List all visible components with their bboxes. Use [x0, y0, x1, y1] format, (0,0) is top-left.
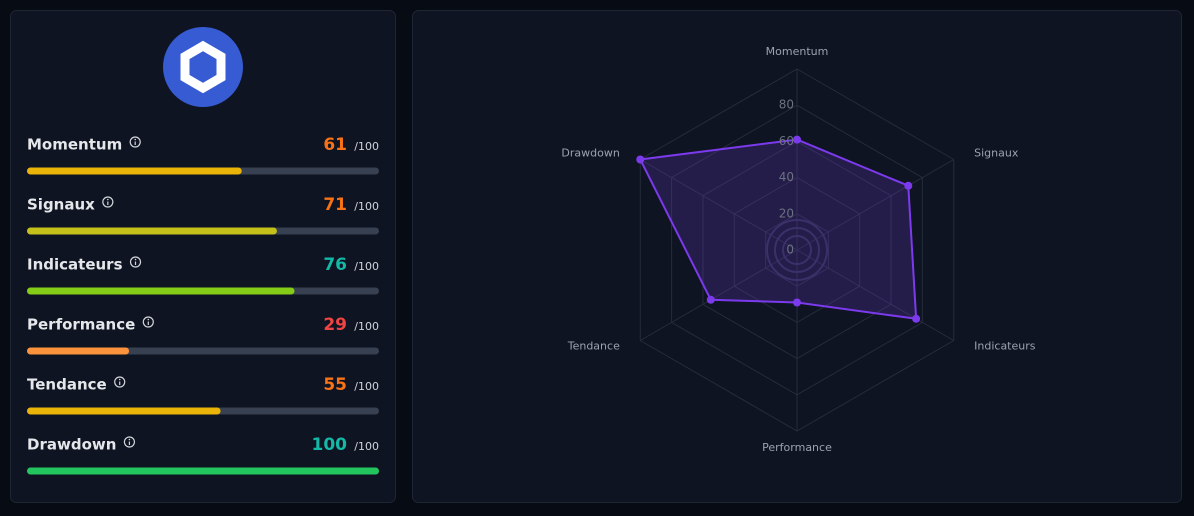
info-circle — [102, 196, 114, 208]
score-max: /100 — [354, 380, 379, 393]
info-icon[interactable] — [129, 256, 142, 268]
watermark — [766, 219, 828, 281]
r-tick-label: 0 — [786, 243, 794, 257]
score-max: /100 — [354, 140, 379, 153]
score-value: 76 — [323, 255, 347, 275]
info-circle — [142, 316, 154, 328]
info-dot — [107, 198, 109, 201]
radar-point — [793, 298, 801, 307]
axis-label: Signaux — [974, 147, 1019, 160]
info-dot — [147, 318, 150, 321]
score-bar — [27, 407, 221, 415]
score-bar — [27, 227, 277, 235]
axis-label: Performance — [762, 441, 832, 454]
logo — [163, 27, 243, 107]
score-label: Signaux — [27, 196, 95, 214]
score-bar — [27, 287, 295, 295]
score-value: 29 — [323, 315, 347, 335]
radar-point — [904, 181, 913, 190]
watermark — [782, 235, 812, 265]
info-dot — [134, 258, 137, 261]
score-label: Performance — [27, 316, 135, 334]
r-tick-label: 60 — [779, 134, 794, 148]
score-label: Indicateurs — [27, 256, 123, 274]
score-value: 71 — [323, 195, 347, 215]
axis-label: Indicateurs — [974, 340, 1036, 353]
score-card — [10, 10, 396, 503]
info-circle — [123, 436, 136, 448]
info-dot — [128, 438, 131, 441]
score-bar — [27, 167, 242, 175]
r-tick-label: 80 — [779, 98, 794, 112]
info-icon[interactable] — [142, 316, 154, 328]
score-label: Tendance — [27, 376, 107, 394]
score-label: Drawdown — [27, 436, 116, 454]
r-tick-label: 40 — [779, 170, 794, 184]
score-max: /100 — [354, 200, 379, 213]
info-icon[interactable] — [102, 196, 114, 208]
info-circle — [129, 256, 142, 268]
score-value: 61 — [323, 135, 347, 155]
info-dot — [134, 138, 137, 141]
score-max: /100 — [354, 260, 379, 273]
radar-point — [912, 314, 921, 323]
info-circle — [129, 136, 141, 148]
score-bar — [27, 467, 379, 475]
radar-point — [706, 295, 715, 304]
score-bar — [27, 347, 130, 355]
radar-point — [793, 135, 801, 144]
axis-label: Momentum — [766, 45, 829, 58]
axis-label: Tendance — [567, 340, 620, 353]
radar-point — [636, 155, 645, 164]
info-dot — [118, 378, 121, 381]
watermark — [774, 227, 820, 273]
info-icon[interactable] — [114, 376, 126, 388]
info-icon[interactable] — [129, 136, 141, 148]
score-max: /100 — [354, 320, 379, 333]
r-tick-label: 20 — [779, 206, 794, 220]
score-max: /100 — [354, 440, 379, 453]
axis-label: Drawdown — [561, 147, 619, 160]
info-icon[interactable] — [123, 436, 136, 448]
score-value: 100 — [312, 435, 348, 455]
score-label: Momentum — [27, 136, 122, 154]
score-value: 55 — [323, 375, 347, 395]
info-circle — [114, 376, 126, 388]
